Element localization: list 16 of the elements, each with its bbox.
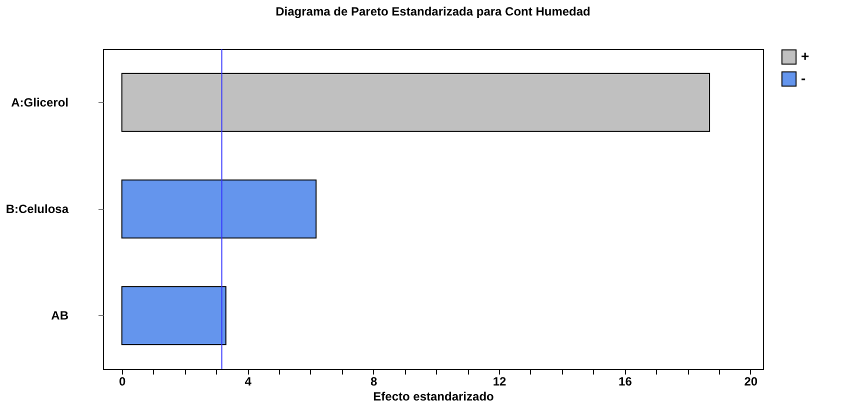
x-tick-label: 12 [492,374,506,388]
legend-label: - [801,70,806,86]
x-tick-label: 4 [244,374,252,388]
x-tick-label: 8 [370,374,378,388]
y-tick-label: AB [51,308,69,323]
legend-label: + [801,48,810,64]
bar [121,286,226,346]
x-tick-label: 20 [744,374,758,388]
x-tick-label: 0 [119,374,126,388]
bar [121,72,710,132]
y-tick-label: B:Celulosa [6,202,69,216]
bar [121,180,317,238]
y-tick-label: A:Glicerol [11,95,68,110]
chart-title: Diagrama de Pareto Estandarizada para Cont Humedad [276,4,590,18]
x-axis-title: Efecto estandarizado [373,390,494,404]
x-tick-label: 16 [618,374,632,388]
